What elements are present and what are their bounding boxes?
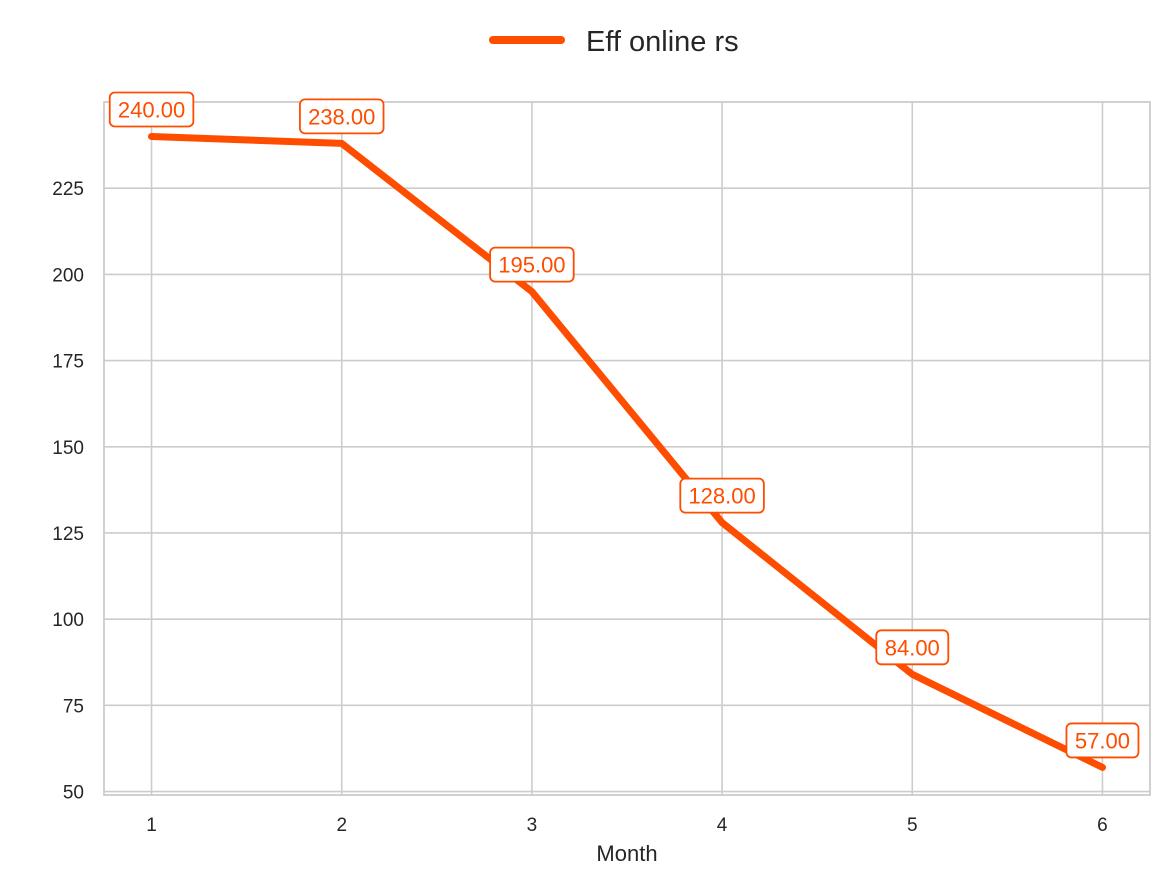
data-label-box <box>1065 722 1140 759</box>
legend-label: Eff online rs <box>586 26 739 58</box>
y-tick-label: 75 <box>63 696 84 717</box>
data-label-text: 195.00 <box>498 253 565 278</box>
data-label: 240.00 <box>108 91 195 128</box>
data-label-text: 240.00 <box>118 97 185 122</box>
data-labels: 240.00 238.00 195.00 128.00 84.00 57.00 <box>108 91 1140 759</box>
series-layer <box>148 133 1106 771</box>
x-tick-label: 5 <box>907 815 918 836</box>
data-label: 128.00 <box>679 477 765 514</box>
y-tick-label: 50 <box>63 783 84 804</box>
grid <box>104 102 1150 795</box>
x-tick-label: 6 <box>1097 815 1108 836</box>
y-tick-label: 200 <box>52 265 84 286</box>
data-label-text: 57.00 <box>1075 728 1130 753</box>
y-tick-label: 125 <box>52 524 84 545</box>
data-label-box <box>489 246 575 283</box>
x-tick-label: 4 <box>717 815 728 836</box>
series-line <box>148 133 1106 771</box>
data-label: 84.00 <box>875 629 950 666</box>
data-label-text: 128.00 <box>688 484 755 509</box>
data-label-text: 238.00 <box>308 104 375 129</box>
y-tick-label: 175 <box>52 352 84 373</box>
plot-frame <box>103 101 1151 796</box>
data-label: 195.00 <box>489 246 575 283</box>
y-tick-label: 100 <box>52 610 84 631</box>
x-axis-title: Month <box>596 841 657 866</box>
legend: Eff online rs <box>489 26 739 58</box>
x-tick-label: 2 <box>336 815 347 836</box>
x-tick-label: 1 <box>146 815 157 836</box>
y-axis-ticks: 50 75 100 125 150 175 200 225 <box>52 179 84 803</box>
data-label-box <box>108 91 195 128</box>
y-tick-label: 150 <box>52 438 84 459</box>
data-label-box <box>679 477 765 514</box>
y-tick-label: 225 <box>52 179 84 200</box>
data-label-box <box>299 98 385 135</box>
data-label-text: 84.00 <box>885 635 940 660</box>
data-label: 238.00 <box>299 98 385 135</box>
data-label-box <box>875 629 950 666</box>
x-axis-ticks: 1 2 3 4 5 6 <box>146 815 1107 836</box>
x-tick-label: 3 <box>527 815 538 836</box>
data-label: 57.00 <box>1065 722 1140 759</box>
